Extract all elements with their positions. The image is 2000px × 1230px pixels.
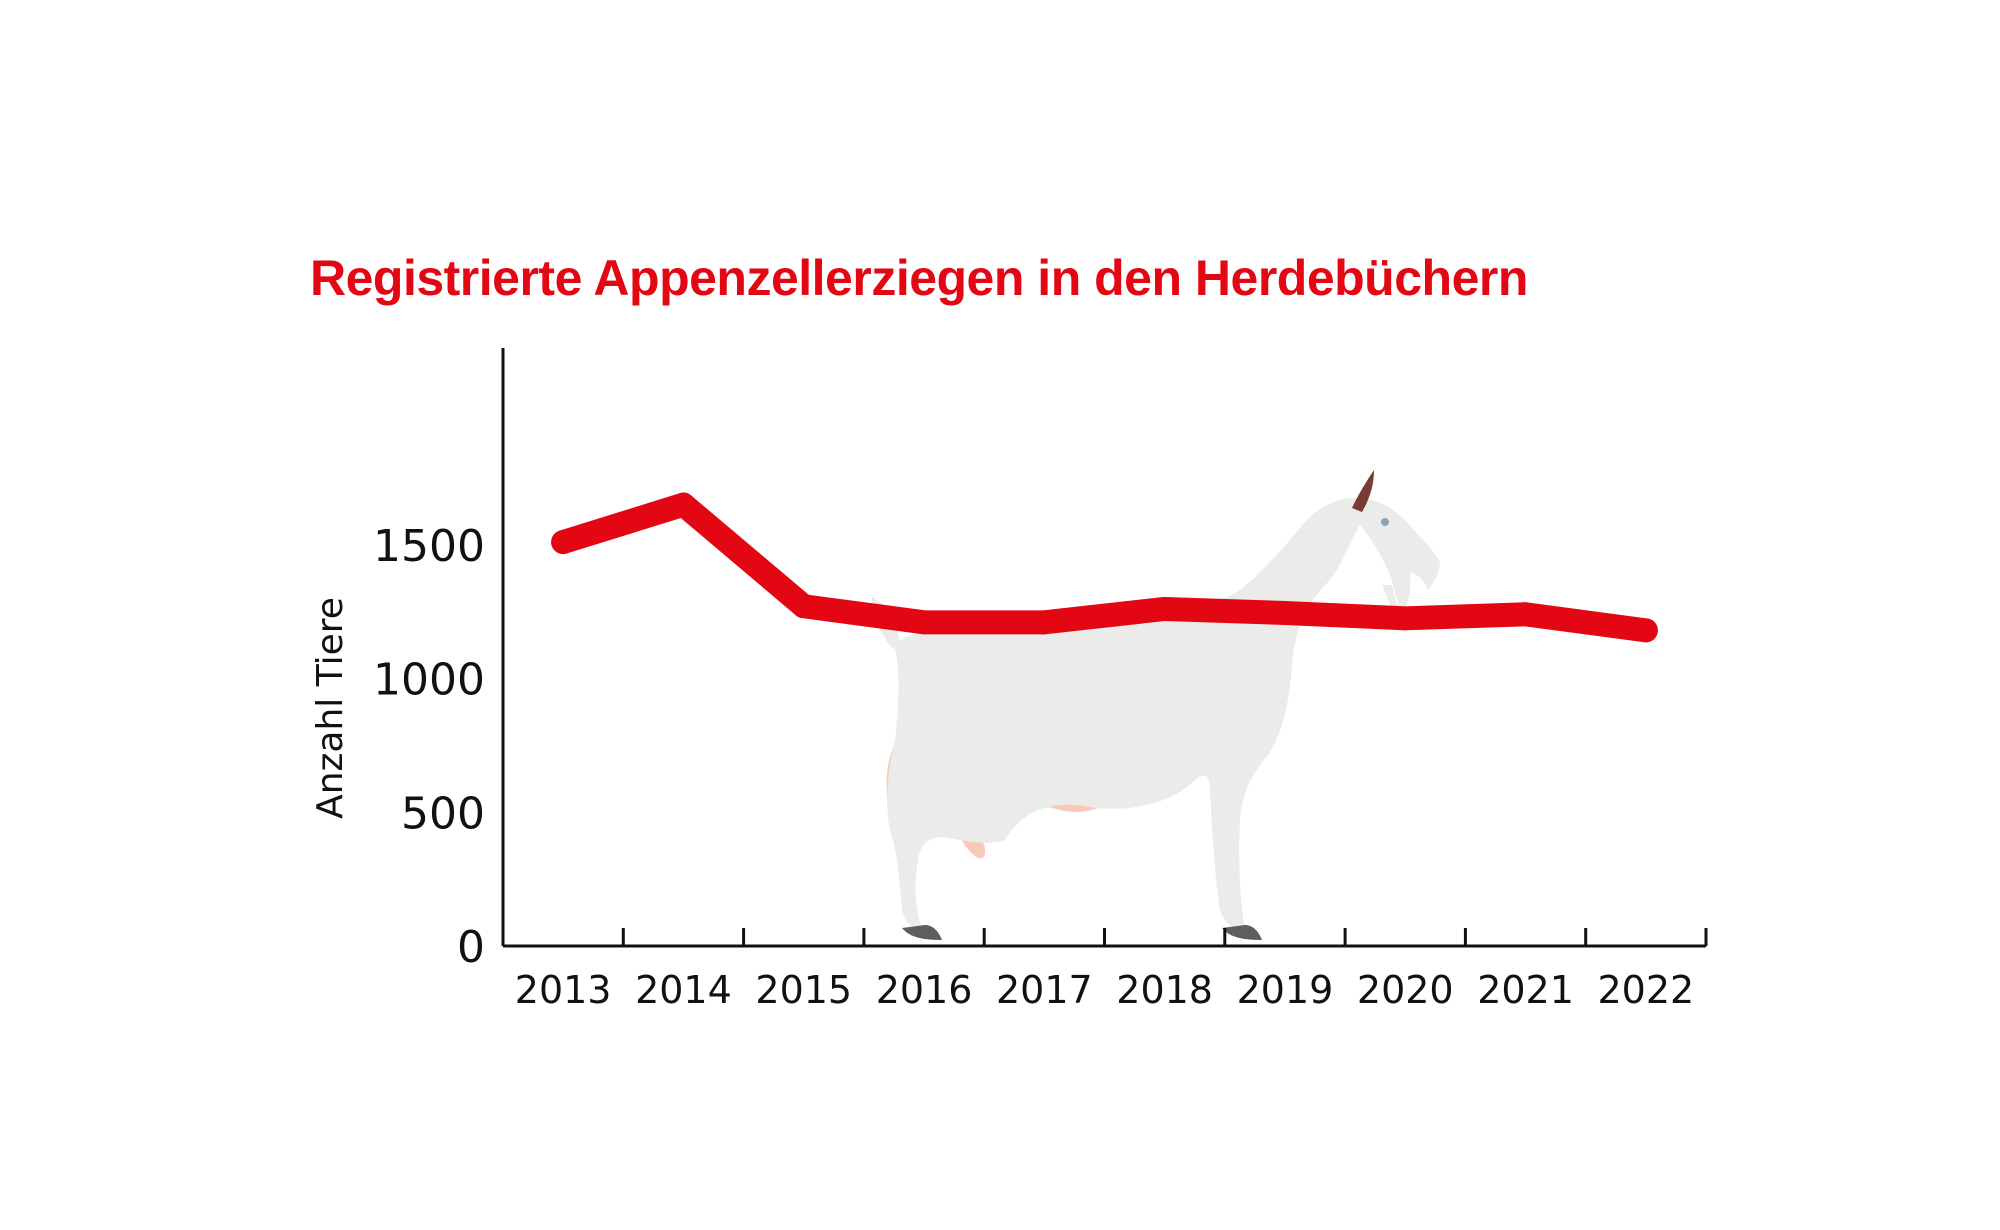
x-tick-label: 2022 [1597, 968, 1694, 1012]
y-tick-label: 1500 [373, 521, 485, 572]
goat-hoof-front [1222, 925, 1262, 940]
y-axis-label: Anzahl Tiere [310, 597, 351, 819]
series-line [551, 492, 1658, 643]
x-tick-label: 2013 [515, 968, 612, 1012]
x-tick-label: 2018 [1116, 968, 1213, 1012]
x-tick-label: 2021 [1477, 968, 1574, 1012]
x-axis-ticks [621, 928, 1708, 946]
x-tick-label: 2017 [996, 968, 1093, 1012]
y-tick-label: 1000 [373, 655, 485, 706]
y-axis-tick-labels: 0 500 1000 1500 [373, 521, 485, 973]
x-tick-label: 2015 [755, 968, 852, 1012]
goat-eye [1381, 518, 1389, 526]
x-tick-label: 2016 [876, 968, 973, 1012]
data-point [551, 530, 576, 555]
data-point [671, 492, 696, 517]
goat-hoof-back [902, 925, 942, 940]
x-tick-label: 2020 [1357, 968, 1454, 1012]
y-tick-label: 500 [401, 788, 485, 839]
series-layer [551, 492, 1658, 643]
goat-ear [1352, 470, 1374, 512]
data-point [1272, 600, 1297, 625]
x-axis-tick-labels: 2013 2014 2015 2016 2017 2018 2019 2020 2021 2022 [515, 968, 1694, 1012]
data-point [1032, 610, 1057, 635]
data-point [912, 610, 937, 635]
data-point [1633, 618, 1658, 643]
data-point [791, 594, 816, 619]
data-point [1393, 606, 1418, 631]
goat-illustration [871, 470, 1440, 940]
x-tick-label: 2019 [1237, 968, 1334, 1012]
chart-title: Registrierte Appenzellerziegen in den He… [310, 250, 1528, 306]
y-tick-label: 0 [457, 922, 485, 973]
data-point [1513, 602, 1538, 627]
goat-body [887, 497, 1440, 930]
x-tick-label: 2014 [635, 968, 732, 1012]
data-point [1152, 596, 1177, 621]
